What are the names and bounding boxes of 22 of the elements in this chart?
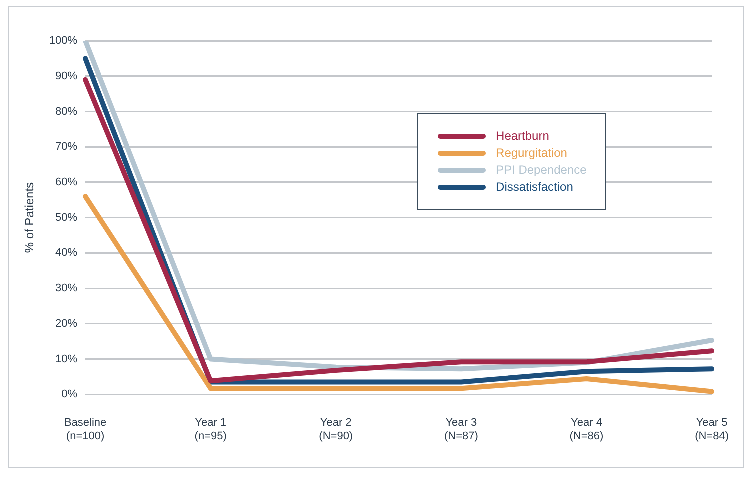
x-tick-label: Year 3 (N=87) <box>444 417 478 442</box>
legend-label: Heartburn <box>496 129 550 143</box>
y-tick-label: 100% <box>49 35 78 48</box>
y-tick-label: 70% <box>56 141 78 154</box>
x-tick-label: Year 5 (N=84) <box>695 417 730 442</box>
y-tick-label: 40% <box>56 247 78 260</box>
y-tick-label: 30% <box>56 282 78 295</box>
y-tick-label: 0% <box>62 388 78 401</box>
y-tick-label: 60% <box>56 176 78 188</box>
x-tick-label: Year 1 (n=95) <box>194 417 227 442</box>
y-axis-title: % of Patients <box>22 182 37 254</box>
legend-label: PPI Dependence <box>496 163 587 177</box>
x-tick-label: Year 2 (N=90) <box>319 417 354 442</box>
y-tick-label: 10% <box>56 353 78 366</box>
y-tick-label: 80% <box>56 106 78 118</box>
y-tick-label: 50% <box>56 212 78 224</box>
x-tick-label: Year 4 (N=86) <box>570 417 604 442</box>
legend-label: Dissatisfaction <box>496 180 574 194</box>
x-tick-label: Baseline (n=100) <box>64 417 107 442</box>
y-tick-label: 20% <box>56 318 78 330</box>
legend-label: Regurgitation <box>496 146 568 160</box>
y-tick-label: 90% <box>56 70 78 82</box>
